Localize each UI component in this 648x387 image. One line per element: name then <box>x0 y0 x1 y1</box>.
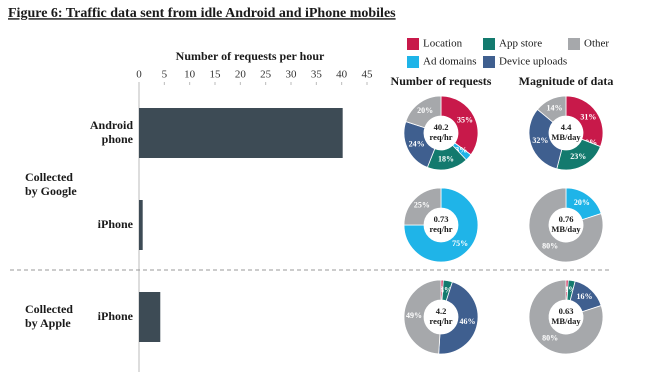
legend-label: Location <box>423 38 463 50</box>
data-label: 80% <box>542 334 558 343</box>
donut-slice <box>528 279 604 355</box>
x-tick-label: 10 <box>184 69 196 81</box>
data-label: 31% <box>580 113 596 122</box>
data-label: 1% <box>561 285 573 294</box>
data-label: 49% <box>406 311 422 320</box>
data-label: 3% <box>564 285 576 294</box>
donut-slice <box>438 281 479 355</box>
bar <box>139 108 343 158</box>
donut-slice <box>403 187 442 226</box>
x-tick-label: 30 <box>286 69 298 81</box>
data-label: 20% <box>417 106 433 115</box>
data-label: 23% <box>570 152 586 161</box>
x-tick-label: 5 <box>162 69 168 81</box>
data-label: 46% <box>460 317 476 326</box>
figure-title: Figure 6: Traffic data sent from idle An… <box>8 6 396 21</box>
bar <box>139 200 143 250</box>
donut-slice <box>440 95 479 156</box>
legend-swatch <box>483 38 495 50</box>
donut-slice <box>528 187 604 263</box>
donut-slice <box>403 187 479 263</box>
x-tick-label: 15 <box>210 69 222 81</box>
y-tick-label: iPhone <box>98 217 134 231</box>
data-label: 0% <box>585 138 597 147</box>
data-label: 18% <box>438 154 454 163</box>
legend-swatch <box>407 38 419 50</box>
x-tick-label: 25 <box>260 69 272 81</box>
legend-swatch <box>407 56 419 68</box>
donut-center-label: 0.73 req/hr <box>430 214 453 234</box>
donut-center-label: 0.63 MB/day <box>551 306 581 326</box>
data-label: 25% <box>414 201 430 210</box>
data-label: 14% <box>547 103 563 112</box>
data-label: 32% <box>532 136 548 145</box>
column-header: Number of requests <box>391 74 492 88</box>
group-label: Collected by Google <box>25 170 77 198</box>
donut-center-label: 0.76 MB/day <box>551 214 581 234</box>
donut-slice <box>528 108 563 170</box>
x-tick-label: 0 <box>136 69 142 81</box>
legend-label: App store <box>499 38 542 50</box>
donut-slice <box>403 279 442 355</box>
x-tick-label: 20 <box>235 69 247 81</box>
column-header: Magnitude of data <box>519 74 614 88</box>
data-label: 24% <box>409 139 425 148</box>
legend-swatch <box>568 38 580 50</box>
data-label: 35% <box>457 116 473 125</box>
data-label: 20% <box>574 198 590 207</box>
data-label: 3% <box>455 146 467 155</box>
data-label: 1% <box>436 285 448 294</box>
donut-slice <box>565 95 604 148</box>
x-tick-label: 35 <box>311 69 323 81</box>
x-tick-label: 40 <box>336 69 348 81</box>
data-label: 16% <box>576 292 592 301</box>
y-tick-label: Android phone <box>90 118 134 146</box>
legend-swatch <box>483 56 495 68</box>
legend-label: Ad domains <box>423 56 476 68</box>
legend-label: Device uploads <box>499 56 567 68</box>
legend-label: Other <box>584 38 609 50</box>
donut-slice <box>536 95 567 123</box>
donut-slice <box>405 95 442 129</box>
donut-center-label: 40.2 req/hr <box>430 122 453 142</box>
data-label: 80% <box>542 242 558 251</box>
donut-center-label: 4.4 MB/day <box>551 122 581 142</box>
group-label: Collected by Apple <box>25 302 73 330</box>
chart-title: Number of requests per hour <box>176 49 325 63</box>
x-tick-label: 45 <box>362 69 374 81</box>
data-label: 75% <box>452 239 468 248</box>
y-tick-label: iPhone <box>98 309 134 323</box>
data-label: 4% <box>440 285 452 294</box>
bar <box>139 292 161 342</box>
donut-center-label: 4.2 req/hr <box>430 306 453 326</box>
